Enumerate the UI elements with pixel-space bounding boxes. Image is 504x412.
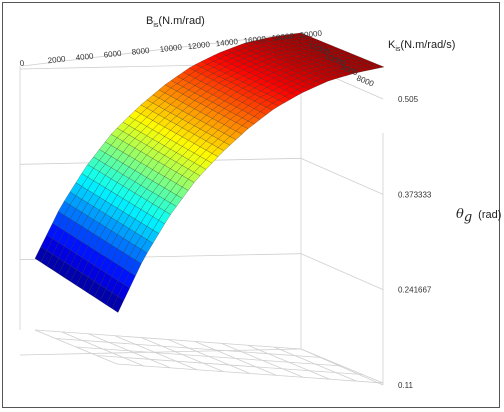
grid-line: [55, 338, 322, 358]
x-tick-label: 8000: [131, 46, 150, 57]
x-tick-label: 20000: [299, 29, 323, 40]
x-tick-label: 14000: [215, 37, 239, 48]
x-tick-label: 16000: [243, 34, 267, 45]
x-tick-label: 10000: [159, 43, 183, 54]
grid-line: [21, 32, 302, 67]
z-axis-ticks: 0.11 0.241667 0.373333 0.505: [398, 95, 432, 390]
x-axis-label: Bis(N.m/rad): [146, 15, 205, 29]
chart-frame: [2, 2, 500, 408]
x-tick-label: 4000: [75, 52, 94, 63]
y-tick-label: 8000: [355, 74, 375, 89]
x-tick-label: 6000: [103, 49, 122, 60]
surface-patch: [371, 64, 385, 69]
z-tick-label: 0.373333: [398, 190, 432, 199]
x-tick-label: 2000: [47, 54, 66, 65]
grid-line: [96, 355, 363, 375]
grid-line: [75, 346, 343, 367]
y-axis-label: Kis(N.m/rad/s): [388, 39, 455, 53]
z-axis-label: θg (rad): [456, 207, 501, 225]
grid-line: [300, 157, 384, 195]
z-tick-label: 0.505: [398, 95, 419, 104]
grid-line: [34, 329, 302, 350]
z-tick-label: 0.241667: [398, 286, 432, 295]
surface-plot: [34, 32, 385, 313]
grid-line: [300, 253, 384, 291]
grid-line: [116, 363, 384, 384]
x-axis-ticks: 0 2000 4000 6000 8000 10000 12000 14000 16000 180…: [19, 29, 323, 68]
z-tick-label: 0.11: [398, 381, 414, 390]
x-tick-label: 0: [19, 59, 25, 68]
grid-line: [19, 348, 302, 356]
x-tick-label: 12000: [187, 40, 211, 51]
x-tick-label: 18000: [271, 31, 295, 42]
